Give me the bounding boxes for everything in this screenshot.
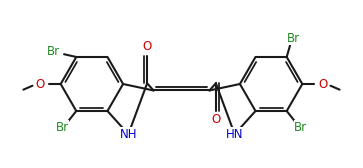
Text: O: O: [36, 77, 45, 91]
Text: NH: NH: [119, 128, 137, 141]
Text: HN: HN: [226, 128, 244, 141]
Text: Br: Br: [47, 45, 60, 58]
Text: Br: Br: [294, 121, 307, 134]
Text: Br: Br: [56, 121, 69, 134]
Text: O: O: [143, 40, 152, 53]
Text: O: O: [318, 77, 327, 91]
Text: O: O: [211, 113, 220, 126]
Text: Br: Br: [286, 32, 299, 45]
